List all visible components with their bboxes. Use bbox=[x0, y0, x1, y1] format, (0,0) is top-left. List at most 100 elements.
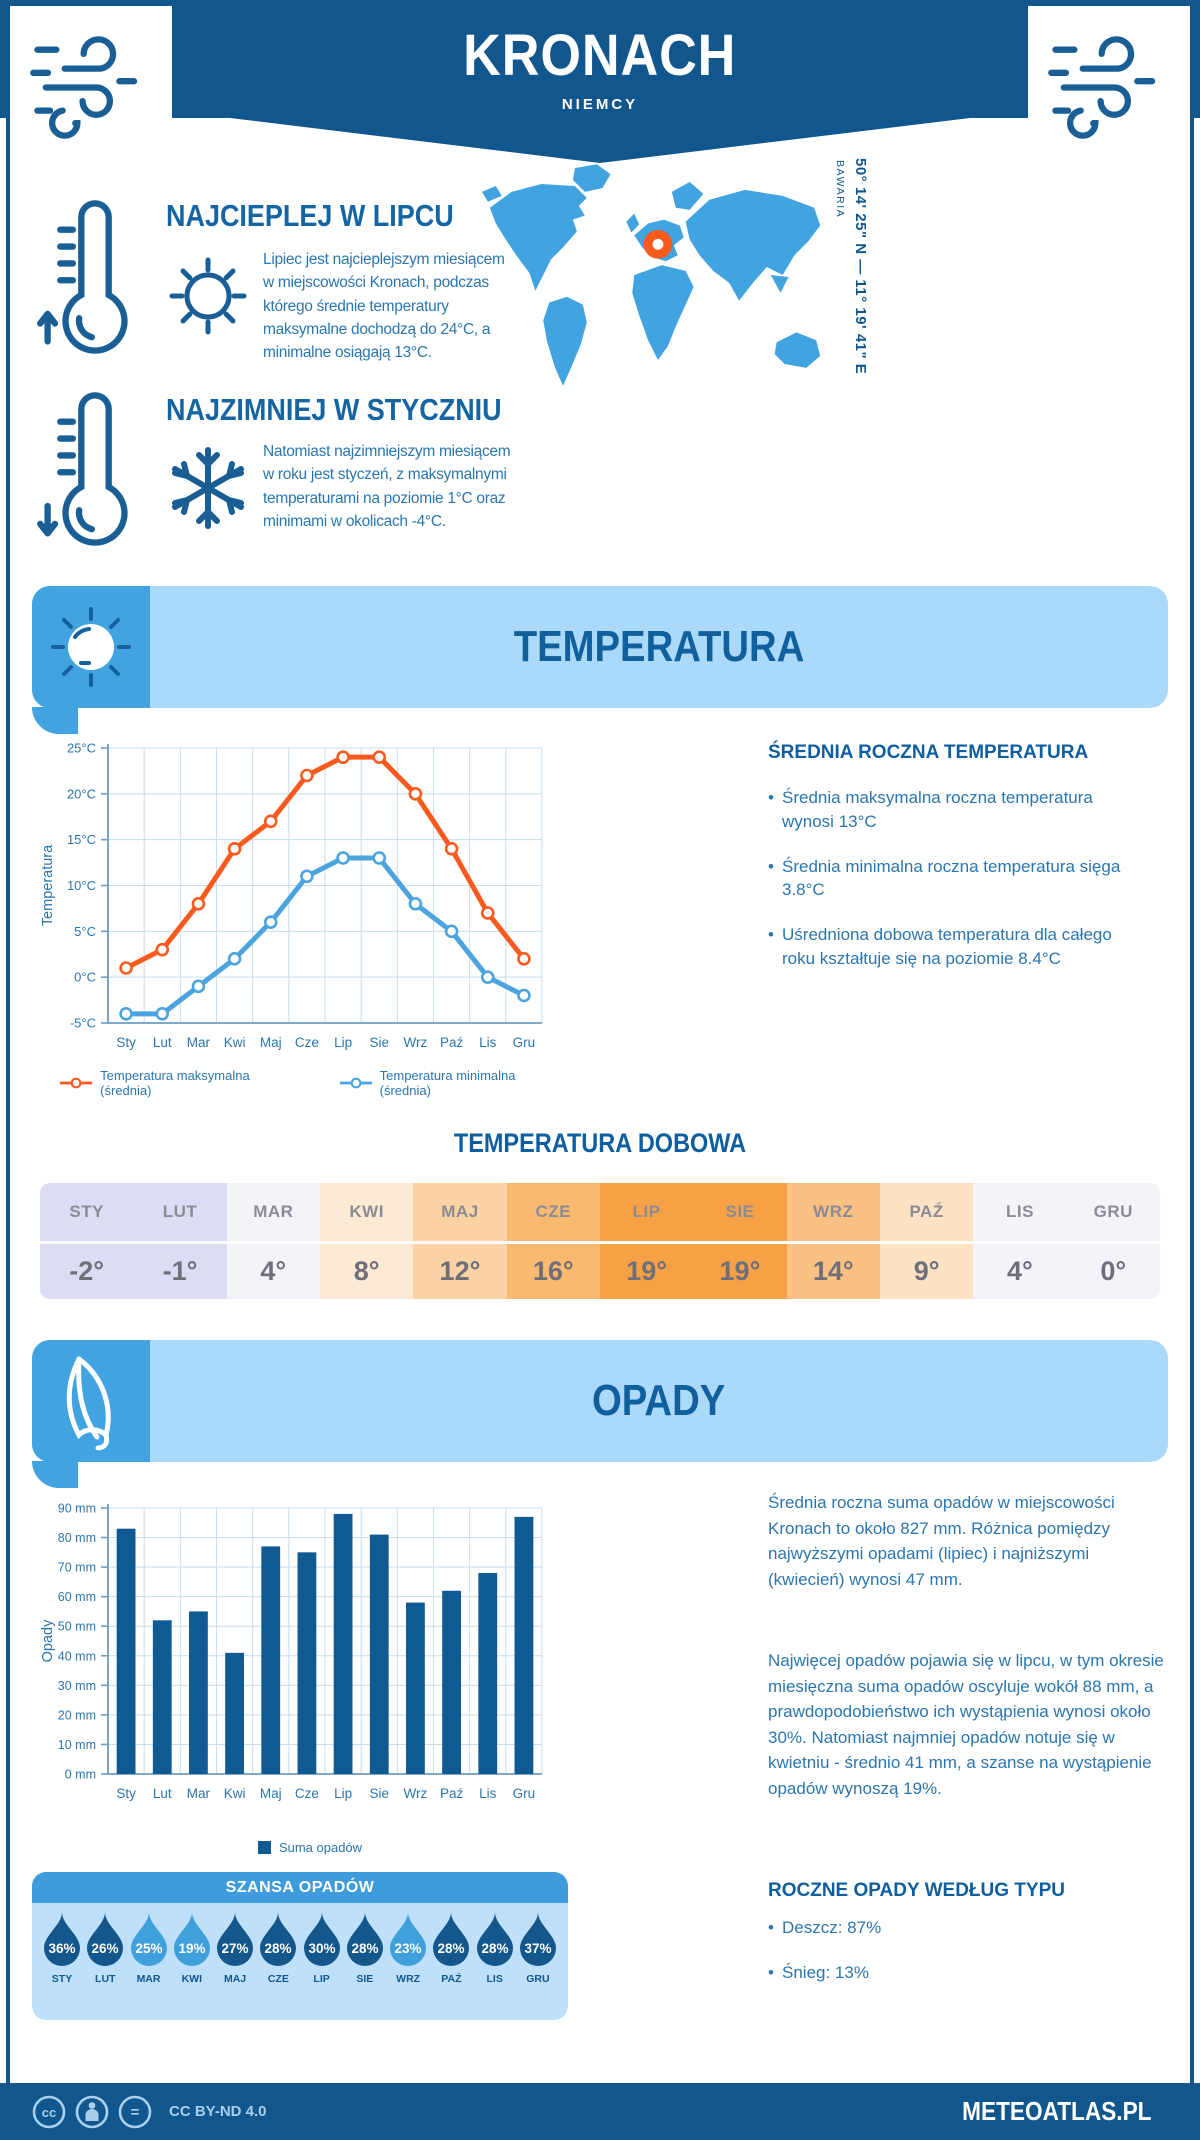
svg-text:5°C: 5°C bbox=[74, 924, 96, 939]
chance-month-label: SIE bbox=[356, 1973, 374, 1985]
svg-text:Opady: Opady bbox=[40, 1619, 56, 1662]
chance-month-label: WRZ bbox=[396, 1973, 421, 1985]
chance-item-LIP: 30% LIP bbox=[302, 1911, 342, 1985]
bullet-item: Deszcz: 87% bbox=[768, 1916, 1138, 1940]
daily-month-label: WRZ bbox=[786, 1183, 880, 1241]
precipitation-chance-row: 36% STY 26% LUT 25% MAR 19% KWI 27% MAJ bbox=[32, 1903, 568, 1985]
precipitation-chance-title: SZANSA OPADÓW bbox=[32, 1872, 568, 1903]
svg-text:10°C: 10°C bbox=[67, 878, 96, 893]
header-left-decoration bbox=[10, 6, 172, 148]
person-icon bbox=[85, 2101, 99, 2121]
daily-column-WRZ: WRZ 14° bbox=[786, 1183, 880, 1299]
daily-month-label: SIE bbox=[693, 1183, 787, 1241]
data-point bbox=[119, 961, 133, 975]
legend-item: Temperatura minimalna (średnia) bbox=[339, 1068, 561, 1098]
data-point bbox=[408, 787, 423, 801]
bar-Gru bbox=[514, 1516, 534, 1774]
daily-month-label: LUT bbox=[133, 1183, 227, 1241]
sun-icon bbox=[160, 246, 256, 347]
chance-month-label: LIS bbox=[486, 1973, 503, 1985]
daily-month-label: STY bbox=[40, 1183, 134, 1241]
chance-item-WRZ: 23% WRZ bbox=[388, 1911, 428, 1985]
bullet-item: Uśredniona dobowa temperatura dla całego… bbox=[768, 923, 1138, 971]
daily-temperature-table: STY -2° LUT -1° MAR 4° KWI 8° MAJ 12° CZE 16° LIP 19°… bbox=[40, 1183, 1160, 1299]
bar-Cze bbox=[297, 1552, 317, 1774]
svg-text:Sie: Sie bbox=[369, 1786, 389, 1801]
chance-month-label: STY bbox=[51, 1973, 73, 1985]
brand-logo: METEOATLAS.PL bbox=[962, 2096, 1152, 2126]
precipitation-banner: OPADY bbox=[32, 1340, 1168, 1488]
raindrop-icon: 19% bbox=[173, 1912, 210, 1966]
svg-text:Kwi: Kwi bbox=[224, 1786, 246, 1801]
svg-text:Gru: Gru bbox=[513, 1786, 536, 1801]
chance-value: 30% bbox=[308, 1941, 335, 1956]
data-point bbox=[336, 851, 350, 865]
daily-month-label: PAŹ bbox=[879, 1183, 974, 1241]
chance-value: 26% bbox=[92, 1941, 119, 1956]
temperature-section-title: TEMPERATURA bbox=[513, 622, 805, 671]
location-marker bbox=[643, 229, 673, 259]
svg-text:Gru: Gru bbox=[513, 1035, 536, 1050]
svg-text:40 mm: 40 mm bbox=[58, 1649, 96, 1663]
precipitation-text-1: Średnia roczna suma opadów w miejscowośc… bbox=[768, 1493, 1115, 1589]
snowflake-icon bbox=[162, 442, 254, 539]
daily-temperature-value: 16° bbox=[506, 1244, 600, 1299]
svg-text:cc: cc bbox=[42, 2105, 56, 2120]
bar-Paź bbox=[442, 1590, 461, 1774]
temperature-chart: 25°C 20°C 15°C 10°C 5°C 0°C -5°C Sty Lut Mar Kwi Ma… bbox=[40, 741, 543, 1050]
chance-value: 37% bbox=[524, 1941, 551, 1956]
data-point bbox=[444, 842, 459, 856]
bullet-item: Średnia minimalna roczna temperatura się… bbox=[768, 855, 1138, 903]
header-band bbox=[0, 0, 1200, 118]
precipitation-chance-box: SZANSA OPADÓW 36% STY 26% LUT 25% MAR 19… bbox=[32, 1872, 568, 2020]
daily-temperature-value: 4° bbox=[973, 1244, 1067, 1299]
umbrella-icon bbox=[66, 1356, 111, 1451]
region-label: BAWARIA bbox=[834, 160, 846, 219]
license-label: CC BY-ND 4.0 bbox=[169, 2103, 267, 2120]
data-point bbox=[155, 1007, 170, 1021]
bar-Kwi bbox=[225, 1652, 244, 1774]
temperature-summary-title: ŚREDNIA ROCZNA TEMPERATURA bbox=[768, 742, 1089, 763]
svg-text:=: = bbox=[131, 2104, 140, 2121]
license-block: cc = CC BY-ND 4.0 bbox=[30, 2092, 267, 2132]
chance-value: 28% bbox=[265, 1941, 292, 1956]
daily-column-GRU: GRU 0° bbox=[1066, 1183, 1160, 1299]
data-point bbox=[227, 842, 242, 856]
data-point bbox=[119, 1007, 133, 1021]
raindrop-icon: 36% bbox=[44, 1912, 80, 1966]
bar-Lis bbox=[478, 1573, 498, 1774]
legend-item: Suma opadów bbox=[257, 1840, 362, 1855]
data-point bbox=[517, 988, 531, 1003]
daily-temperature-value: -1° bbox=[133, 1244, 227, 1299]
daily-month-label: KWI bbox=[319, 1183, 414, 1241]
thermometer-down-icon bbox=[36, 388, 154, 551]
data-point bbox=[480, 970, 495, 984]
daily-temperature-value: 19° bbox=[599, 1244, 694, 1299]
data-point bbox=[227, 952, 242, 966]
daily-temperature-value: 8° bbox=[319, 1244, 414, 1299]
daily-month-label: GRU bbox=[1066, 1183, 1160, 1241]
svg-text:-5°C: -5°C bbox=[70, 1016, 96, 1031]
chance-item-LIS: 28% LIS bbox=[475, 1911, 515, 1985]
left-border bbox=[6, 0, 10, 2140]
header-right-decoration bbox=[1028, 6, 1190, 148]
svg-text:0 mm: 0 mm bbox=[65, 1768, 96, 1782]
chance-value: 19% bbox=[178, 1941, 205, 1956]
header-chevron bbox=[230, 118, 970, 163]
daily-column-KWI: KWI 8° bbox=[319, 1183, 414, 1299]
chance-month-label: LIP bbox=[313, 1973, 330, 1985]
chance-month-label: PAŹ bbox=[441, 1973, 462, 1985]
chance-value: 25% bbox=[135, 1941, 162, 1956]
bar-Sie bbox=[369, 1534, 389, 1774]
daily-temperature-value: 0° bbox=[1066, 1244, 1160, 1299]
daily-temperature-value: 9° bbox=[879, 1244, 974, 1299]
raindrop-icon: 30% bbox=[303, 1912, 340, 1966]
raindrop-icon: 28% bbox=[260, 1912, 297, 1966]
daily-column-MAJ: MAJ 12° bbox=[413, 1183, 507, 1299]
chance-value: 28% bbox=[481, 1941, 508, 1956]
svg-text:60 mm: 60 mm bbox=[58, 1590, 96, 1604]
svg-text:Lut: Lut bbox=[153, 1035, 172, 1050]
raindrop-icon: 23% bbox=[390, 1912, 427, 1966]
data-point bbox=[300, 768, 314, 783]
svg-text:Mar: Mar bbox=[187, 1035, 211, 1050]
